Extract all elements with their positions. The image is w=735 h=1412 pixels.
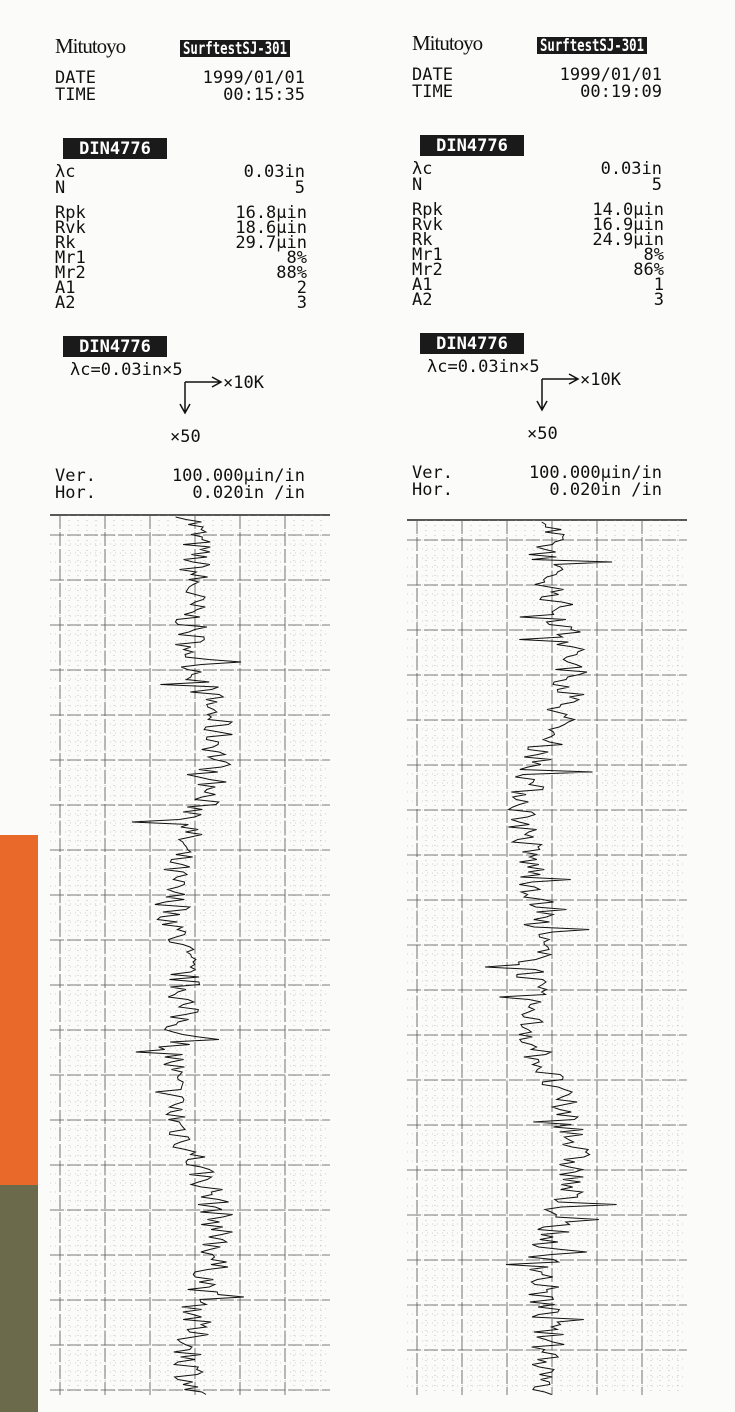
n-label: N [55,178,65,198]
hor-scale: 0.020in /in [192,483,305,503]
horizontal-mag: ×10K [223,373,265,393]
model: SurftestSJ-301 [183,39,287,59]
time-label: TIME [55,85,96,105]
hor-scale: 0.020in /in [549,480,662,500]
parameter-value: 3 [297,293,307,313]
orange-stripe [0,835,38,1185]
standard: DIN4776 [79,139,151,159]
n: 5 [652,175,662,195]
graph-standard: DIN4776 [436,334,508,354]
parameter-value: 3 [654,290,664,310]
model: SurftestSJ-301 [540,36,644,56]
hor-label: Hor. [55,483,96,503]
brand: Mitutoyo [412,31,483,55]
green-stripe [0,1185,38,1412]
vertical-mag: ×50 [527,424,558,444]
n-label: N [412,175,422,195]
time-label: TIME [412,82,453,102]
time: 00:15:35 [223,85,305,105]
graph-standard: DIN4776 [79,337,151,357]
graph-cutoff: λc=0.03in×5 [427,357,540,377]
page: MitutoyoSurftestSJ-301DATE1999/01/01TIME… [0,0,735,1412]
parameter-name: A2 [55,293,75,313]
standard: DIN4776 [436,136,508,156]
hor-label: Hor. [412,480,453,500]
graph-cutoff: λc=0.03in×5 [70,360,183,380]
parameter-name: A2 [412,290,432,310]
vertical-mag: ×50 [170,427,201,447]
time: 00:19:09 [580,82,662,102]
brand: Mitutoyo [55,34,126,58]
horizontal-mag: ×10K [580,370,622,390]
n: 5 [295,178,305,198]
